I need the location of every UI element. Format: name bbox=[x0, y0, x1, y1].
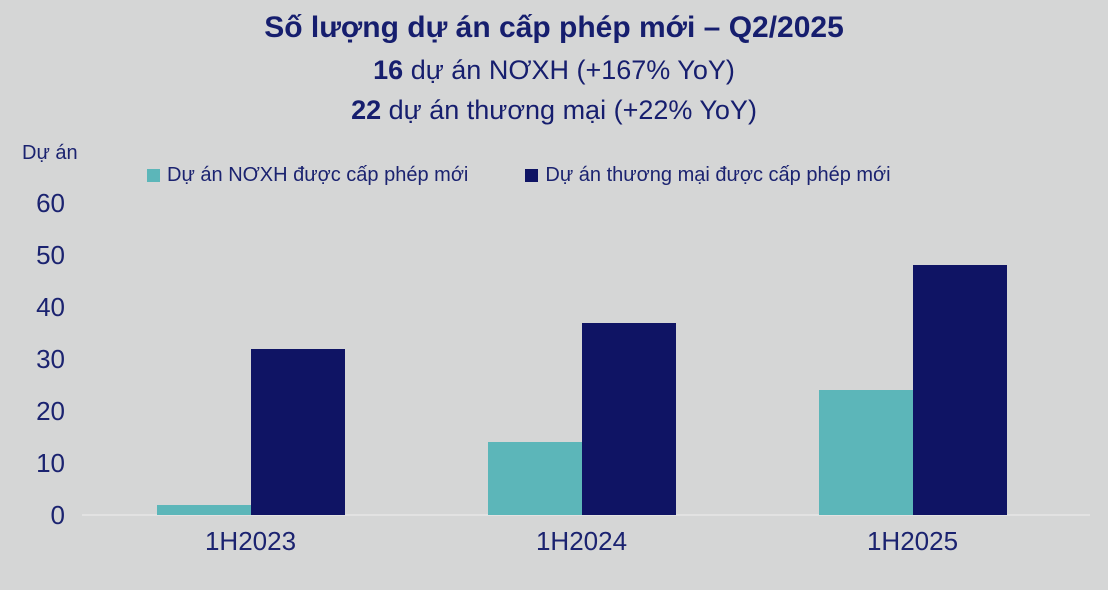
x-axis-baseline bbox=[82, 514, 1090, 516]
x-category-label-1H2025: 1H2025 bbox=[866, 526, 959, 556]
legend-label-noxh: Dự án NƠXH được cấp phép mới bbox=[167, 163, 469, 186]
legend-swatch-teal-icon bbox=[147, 168, 160, 182]
y-tick-label-50: 50 bbox=[36, 240, 65, 270]
bar-1H2023-thuong-mai bbox=[250, 348, 345, 515]
subtitle-commercial-text: dự án thương mại (+22% YoY) bbox=[381, 95, 757, 125]
y-tick-label-10: 10 bbox=[36, 448, 65, 478]
legend-label-commercial: Dự án thương mại được cấp phép mới bbox=[545, 163, 891, 186]
legend-swatch-navy-icon bbox=[525, 168, 539, 182]
x-category-label-1H2023: 1H2023 bbox=[204, 526, 297, 556]
subtitle-noxh-text: dự án NƠXH (+167% YoY) bbox=[403, 55, 735, 85]
legend-item-commercial: Dự án thương mại được cấp phép mới bbox=[525, 163, 891, 186]
chart-subtitle-noxh: 16 dự án NƠXH (+167% YoY) bbox=[0, 50, 1108, 90]
y-tick-label-40: 40 bbox=[36, 292, 65, 322]
chart-title: Số lượng dự án cấp phép mới – Q2/2025 bbox=[264, 11, 844, 44]
legend: Dự án NƠXH được cấp phép mới Dự án thươn… bbox=[147, 164, 891, 186]
y-tick-label-60: 60 bbox=[36, 188, 65, 218]
bar-1H2023-noxh bbox=[156, 504, 251, 515]
y-tick-label-20: 20 bbox=[36, 396, 65, 426]
legend-item-noxh: Dự án NƠXH được cấp phép mới bbox=[147, 164, 468, 186]
bar-1H2024-thuong-mai bbox=[581, 322, 676, 515]
chart-subtitle-commercial: 22 dự án thương mại (+22% YoY) bbox=[0, 90, 1108, 130]
bar-1H2025-thuong-mai bbox=[912, 265, 1007, 515]
bar-1H2025-noxh bbox=[818, 390, 913, 515]
y-axis-unit-label: Dự án bbox=[22, 142, 78, 164]
y-tick-label-30: 30 bbox=[36, 344, 65, 374]
y-tick-label-0: 0 bbox=[50, 500, 65, 530]
x-category-label-1H2024: 1H2024 bbox=[535, 526, 628, 556]
subtitle-noxh-count: 16 bbox=[373, 55, 404, 85]
subtitle-commercial-count: 22 bbox=[351, 95, 382, 125]
bar-1H2024-noxh bbox=[487, 442, 582, 515]
